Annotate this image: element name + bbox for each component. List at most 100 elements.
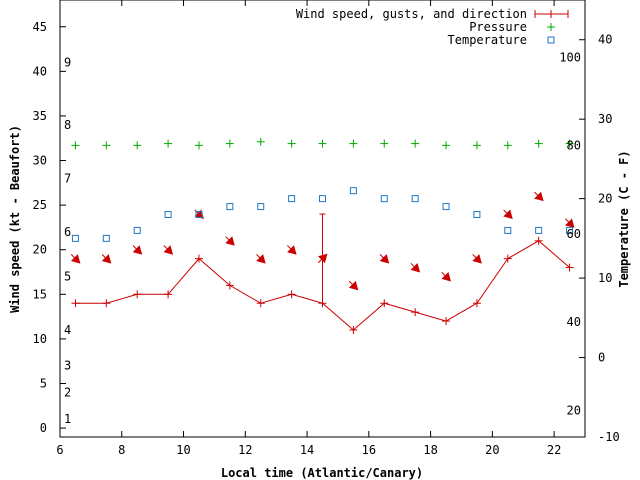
axis-ticks: 6 8 10 12 14 16 18 20 22051015202530354045-10010… — [33, 0, 620, 457]
wind-direction-arrow — [70, 254, 81, 264]
y-tick-label: 10 — [33, 332, 47, 346]
wind-speed-point — [194, 254, 203, 263]
pressure-point — [71, 141, 80, 150]
beaufort-label: 6 — [64, 225, 71, 239]
temperature-point — [257, 203, 265, 211]
y2-tick-label: 30 — [598, 112, 612, 126]
wind-direction-head — [379, 254, 390, 264]
fahrenheit-label: 40 — [567, 315, 581, 329]
pressure-point — [565, 139, 574, 148]
y-tick-label: 5 — [40, 376, 47, 390]
temperature-point — [411, 195, 419, 203]
temperature-point — [226, 203, 234, 211]
beaufort-label: 7 — [64, 171, 71, 185]
y-tick-label: 45 — [33, 20, 47, 34]
y2-tick-label: 0 — [598, 351, 605, 365]
x-tick-label: 16 — [362, 443, 376, 457]
wind-direction-head — [101, 254, 112, 264]
temperature-point — [102, 234, 110, 242]
y2-tick-label: 20 — [598, 192, 612, 206]
wind-direction-head — [565, 218, 575, 228]
wind-speed-point — [256, 299, 265, 308]
y2-axis-label: Temperature (C - F) — [617, 150, 631, 287]
wind-direction-arrow — [132, 245, 143, 255]
wind-direction-head — [441, 271, 451, 282]
pressure-point — [287, 139, 296, 148]
wind-direction-arrow — [379, 254, 390, 264]
pressure-point — [534, 139, 543, 148]
pressure-point — [194, 141, 203, 150]
y2-tick-label: 10 — [598, 271, 612, 285]
chart-marks — [70, 137, 575, 334]
legend-label-pressure: Pressure — [469, 20, 527, 34]
temperature-point — [380, 195, 388, 203]
x-tick-label: 8 — [118, 443, 125, 457]
y-tick-label: 30 — [33, 154, 47, 168]
wind-direction-arrow — [503, 209, 513, 219]
wind-direction-head — [256, 254, 266, 264]
legend-label-wind: Wind speed, gusts, and direction — [296, 7, 527, 21]
beaufort-label: 4 — [64, 323, 71, 337]
legend-swatch-temperature — [547, 36, 555, 44]
y-tick-label: 40 — [33, 64, 47, 78]
x-axis-label: Local time (Atlantic/Canary) — [221, 466, 423, 480]
beaufort-label: 5 — [64, 269, 71, 283]
wind-speed-point — [411, 308, 420, 317]
x-tick-label: 10 — [176, 443, 190, 457]
wind-speed-point — [102, 299, 111, 308]
wind-speed-point — [565, 263, 574, 272]
wind-direction-arrow — [348, 280, 359, 291]
pressure-point — [472, 141, 481, 150]
wind-direction-head — [503, 209, 513, 219]
x-tick-label: 12 — [238, 443, 252, 457]
beaufort-label: 9 — [64, 55, 71, 69]
y-tick-label: 20 — [33, 243, 47, 257]
y2-tick-label: 40 — [598, 33, 612, 47]
x-tick-label: 6 — [56, 443, 63, 457]
wind-direction-head — [163, 245, 174, 255]
wind-direction-arrow — [287, 245, 297, 255]
beaufort-label: 3 — [64, 359, 71, 373]
beaufort-label: 8 — [64, 118, 71, 132]
y-tick-label: 35 — [33, 109, 47, 123]
pressure-point — [503, 141, 512, 150]
pressure-point — [133, 141, 142, 150]
wind-direction-head — [534, 191, 544, 202]
wind-direction-head — [225, 236, 235, 246]
wind-direction-head — [472, 254, 482, 264]
temperature-point — [319, 195, 326, 203]
pressure-point — [442, 141, 451, 150]
temperature-point — [473, 211, 481, 219]
x-tick-label: 14 — [300, 443, 314, 457]
wind-direction-head — [410, 263, 421, 273]
pressure-point — [225, 139, 234, 148]
wind-direction-head — [348, 280, 359, 291]
wind-speed-point — [287, 290, 296, 299]
y-tick-label: 15 — [33, 287, 47, 301]
wind-direction-head — [318, 253, 328, 264]
x-tick-label: 22 — [547, 443, 561, 457]
pressure-point — [102, 141, 111, 150]
pressure-point — [164, 139, 173, 148]
x-tick-label: 18 — [423, 443, 437, 457]
temperature-point — [71, 234, 79, 242]
wind-speed-point — [133, 290, 142, 299]
temperature-point — [164, 211, 172, 219]
wind-direction-arrow — [101, 254, 112, 264]
wind-speed-point — [349, 325, 358, 334]
wind-direction-head — [287, 245, 297, 255]
pressure-point — [318, 139, 327, 148]
wind-direction-arrow — [441, 271, 451, 282]
temperature-point — [133, 226, 141, 234]
wind-direction-arrow — [163, 245, 174, 255]
wind-speed-point — [380, 299, 389, 308]
pressure-point — [349, 139, 358, 148]
y-tick-label: 25 — [33, 198, 47, 212]
y-tick-label: 0 — [40, 421, 47, 435]
temperature-point — [195, 211, 203, 219]
wind-speed-point — [472, 299, 481, 308]
wind-direction-arrow — [317, 253, 328, 264]
beaufort-label: 1 — [64, 412, 71, 426]
wind-direction-arrow — [225, 236, 235, 246]
